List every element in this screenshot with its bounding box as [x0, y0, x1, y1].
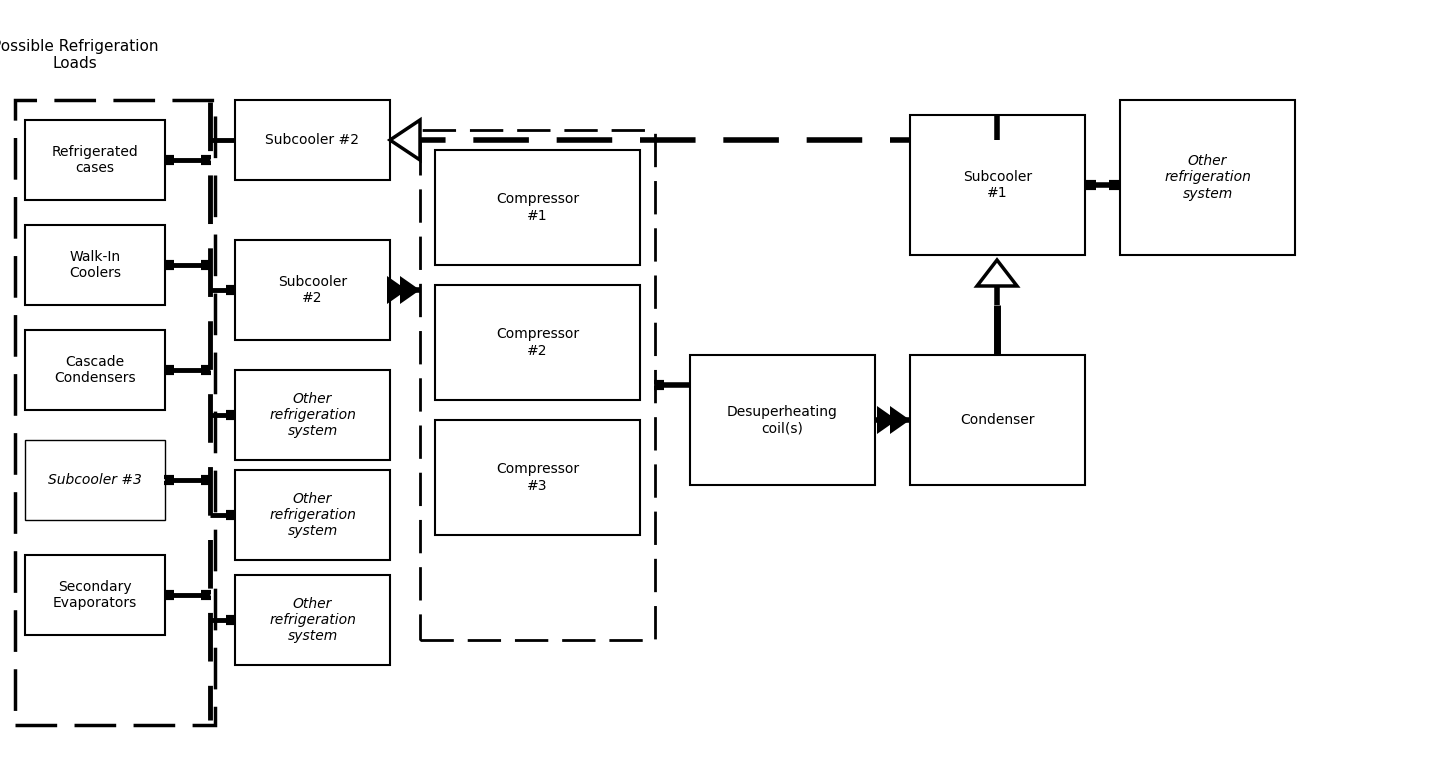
- Text: Cascade
Condensers: Cascade Condensers: [54, 355, 136, 385]
- Bar: [234, 240, 390, 340]
- Bar: [24, 120, 164, 200]
- Polygon shape: [390, 120, 420, 160]
- Polygon shape: [877, 406, 897, 434]
- Text: Condenser: Condenser: [960, 413, 1035, 427]
- Bar: [24, 330, 164, 410]
- Text: Secondary
Evaporators: Secondary Evaporators: [53, 580, 137, 610]
- Bar: [234, 370, 390, 460]
- Bar: [234, 575, 390, 665]
- Text: Possible Refrigeration
Loads: Possible Refrigeration Loads: [0, 38, 159, 71]
- Text: Other
refrigeration
system: Other refrigeration system: [269, 492, 356, 538]
- Bar: [234, 470, 390, 560]
- Bar: [14, 100, 214, 725]
- Text: Other
refrigeration
system: Other refrigeration system: [269, 597, 356, 643]
- Bar: [910, 115, 1085, 255]
- Text: Walk-In
Coolers: Walk-In Coolers: [69, 250, 121, 280]
- Text: Subcooler
#2: Subcooler #2: [277, 275, 347, 305]
- Text: Compressor
#1: Compressor #1: [496, 192, 579, 223]
- Bar: [434, 150, 640, 265]
- Text: Desuperheating
coil(s): Desuperheating coil(s): [727, 405, 837, 435]
- Text: Compressor
#3: Compressor #3: [496, 463, 579, 493]
- Text: Compressor
#2: Compressor #2: [496, 327, 579, 357]
- Text: Subcooler
#1: Subcooler #1: [963, 170, 1032, 200]
- Polygon shape: [400, 276, 420, 304]
- Bar: [420, 130, 654, 640]
- Bar: [24, 440, 164, 520]
- Text: Subcooler #3: Subcooler #3: [49, 473, 141, 487]
- Polygon shape: [387, 276, 407, 304]
- Text: Refrigerated
cases: Refrigerated cases: [51, 145, 139, 175]
- Polygon shape: [977, 260, 1017, 286]
- Text: Other
refrigeration
system: Other refrigeration system: [1165, 154, 1250, 201]
- Bar: [234, 100, 390, 180]
- Bar: [690, 355, 875, 485]
- Bar: [1120, 100, 1295, 255]
- Polygon shape: [890, 406, 910, 434]
- Bar: [24, 555, 164, 635]
- Bar: [434, 285, 640, 400]
- Text: Subcooler #2: Subcooler #2: [266, 133, 360, 147]
- Bar: [24, 225, 164, 305]
- Text: Other
refrigeration
system: Other refrigeration system: [269, 392, 356, 438]
- Bar: [434, 420, 640, 535]
- Bar: [910, 355, 1085, 485]
